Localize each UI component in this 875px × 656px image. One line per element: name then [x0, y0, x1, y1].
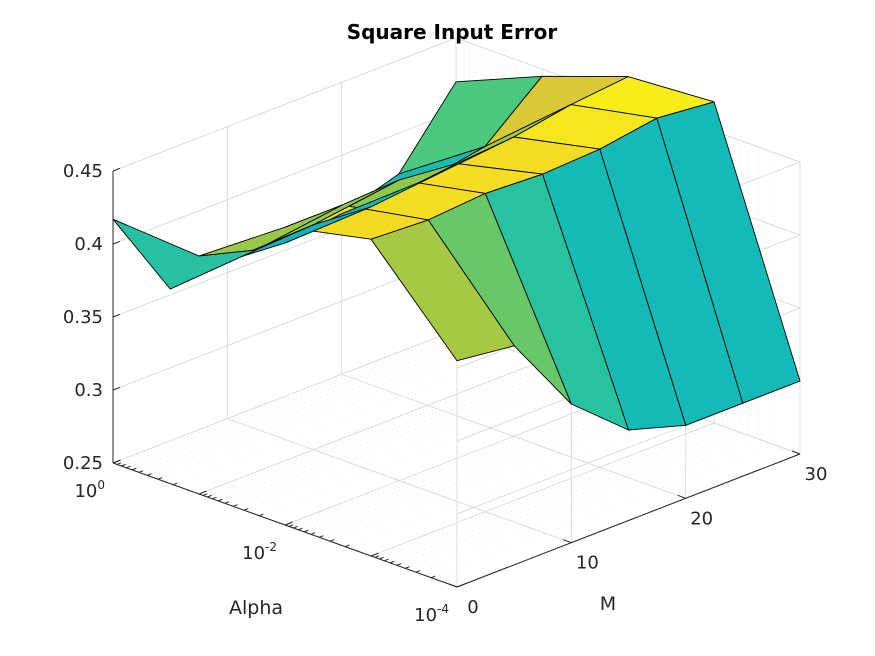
z-tick [112, 313, 121, 318]
y-axis-label: M [600, 593, 616, 615]
x-tick [116, 462, 122, 465]
y-tick-label: 0 [467, 597, 478, 618]
x-tick-label: 10-2 [242, 540, 277, 564]
x-tick [379, 556, 384, 560]
floor-alpha-gridline [370, 422, 715, 557]
left-wall-gridline [112, 110, 457, 245]
x-tick [147, 473, 152, 476]
x-tick [303, 529, 309, 533]
x-tick [319, 535, 324, 538]
x-tick [207, 494, 212, 498]
x-tick [396, 563, 402, 566]
y-tick-label: 10 [576, 553, 599, 574]
z-tick-label: 0.3 [74, 380, 103, 401]
x-tick [131, 467, 137, 471]
x-tick [121, 463, 126, 467]
floor-alpha-gridline [284, 391, 629, 526]
x-tick-label-base: 10 [74, 481, 97, 502]
x-tick-label-exponent: 0 [97, 478, 105, 492]
x-tick [202, 493, 208, 496]
x-tick-label: 10-4 [414, 602, 449, 626]
x-tick [344, 544, 350, 548]
z-tick [112, 167, 121, 172]
x-tick-label-base: 10 [242, 543, 265, 564]
y-tick [563, 539, 572, 544]
y-tick [677, 494, 686, 499]
x-tick [112, 459, 121, 464]
z-tick-label: 0.25 [63, 453, 103, 474]
y-tick [448, 583, 458, 588]
y-tick [791, 450, 801, 455]
x-tick [217, 498, 223, 502]
chart-title: Square Input Error [347, 20, 558, 44]
x-tick [212, 496, 217, 500]
x-tick [288, 524, 294, 527]
x-tick [172, 482, 178, 486]
x-tick [224, 501, 230, 504]
y-axis-line [456, 453, 801, 588]
x-tick [233, 504, 238, 507]
x-tick-label-base: 10 [414, 605, 437, 626]
y-tick-label: 30 [805, 464, 828, 485]
surface-layer [112, 75, 801, 431]
x-tick-label-exponent: -4 [437, 602, 449, 616]
z-tick-label: 0.35 [63, 307, 103, 328]
z-tick-label: 0.45 [63, 161, 103, 182]
z-tick [112, 240, 121, 245]
x-tick [415, 570, 421, 573]
x-axis-label: Alpha [229, 597, 283, 619]
x-tick [126, 465, 131, 469]
x-tick [405, 566, 410, 569]
x-tick [258, 513, 264, 517]
x-tick [430, 575, 436, 579]
x-tick [384, 558, 389, 562]
left-wall-gridline [112, 329, 457, 464]
x-tick [310, 532, 316, 535]
x-tick [389, 560, 395, 564]
x-tick [284, 521, 293, 526]
x-tick [298, 527, 303, 531]
x-tick [138, 470, 144, 473]
x-tick [329, 539, 335, 542]
floor-alpha-gridline [198, 360, 543, 495]
x-tick [157, 477, 163, 480]
x-tick-label: 100 [74, 478, 105, 502]
surface-face [112, 218, 257, 290]
x-tick [198, 490, 207, 495]
z-tick [112, 386, 121, 391]
z-tick-label: 0.4 [74, 234, 103, 255]
x-tick [374, 555, 380, 558]
x-tick [293, 525, 298, 529]
x-tick [243, 508, 249, 511]
left-wall-gridline [112, 37, 457, 172]
x-tick [370, 552, 379, 557]
y-tick-label: 20 [690, 508, 713, 529]
x-tick-label-exponent: -2 [265, 540, 277, 554]
